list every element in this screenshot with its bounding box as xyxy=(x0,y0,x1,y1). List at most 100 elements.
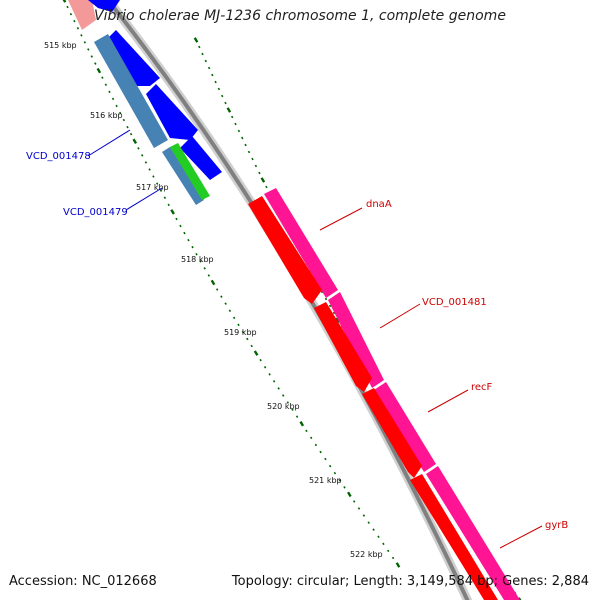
tick-mark xyxy=(163,196,167,200)
tick-mark xyxy=(129,132,133,136)
tick-mark xyxy=(357,507,361,510)
reverse-gene-0 xyxy=(94,34,168,148)
tick-mark xyxy=(220,295,223,298)
tick-mark xyxy=(195,252,198,256)
tick-mark xyxy=(167,203,170,207)
tick-mark xyxy=(299,420,305,427)
genome-title: Vibrio cholerae MJ-1236 chromosome 1, co… xyxy=(94,8,506,24)
forward-gene-3 xyxy=(426,466,520,600)
tick-mark xyxy=(66,5,69,9)
tick-mark xyxy=(258,171,261,175)
tick-mark xyxy=(122,118,125,122)
tick-mark xyxy=(115,104,118,108)
tick-mark xyxy=(111,97,115,101)
gene-label-vcd-001481: VCD_001481 xyxy=(422,297,487,308)
tick-mark xyxy=(148,168,151,171)
tick-mark xyxy=(244,143,247,147)
forward-cds-0 xyxy=(248,196,322,304)
tick-label: 518 kbp xyxy=(181,255,214,264)
forward-cds-2 xyxy=(362,388,422,478)
tick-mark xyxy=(353,500,356,503)
tick-mark xyxy=(69,12,73,16)
tick-mark xyxy=(226,107,232,113)
tick-mark xyxy=(83,41,87,44)
tick-mark xyxy=(126,125,129,129)
tick-mark xyxy=(254,164,258,168)
tick-mark xyxy=(310,436,313,440)
tick-mark xyxy=(199,260,202,263)
tick-label: 521 kbp xyxy=(309,476,342,485)
tick-mark xyxy=(263,365,267,369)
tick-mark xyxy=(332,311,336,315)
tick-mark xyxy=(377,535,380,539)
tick-mark xyxy=(221,94,224,98)
tick-mark xyxy=(387,549,390,553)
tick-mark xyxy=(175,217,178,221)
tick-mark xyxy=(210,279,216,286)
tick-mark xyxy=(207,274,210,277)
tick-mark xyxy=(295,415,299,418)
tick-mark xyxy=(104,83,108,87)
tick-mark xyxy=(395,562,401,568)
tick-mark xyxy=(338,478,341,482)
forward-cds-3 xyxy=(410,474,498,600)
tick-mark xyxy=(260,177,266,183)
tick-mark xyxy=(362,514,366,517)
tick-mark xyxy=(231,115,234,119)
reverse-cds-1 xyxy=(108,30,160,86)
forward-cds-1 xyxy=(314,302,372,392)
tick-mark xyxy=(119,111,122,115)
tick-mark xyxy=(211,73,214,77)
gene-labels: VCD_001478 VCD_001479 dnaA VCD_001481 re… xyxy=(26,129,568,549)
gene-label-vcd-001479: VCD_001479 xyxy=(63,207,128,218)
tick-mark xyxy=(234,122,237,126)
tick-mark xyxy=(324,457,327,461)
gene-label-vcd-001478: VCD_001478 xyxy=(26,151,91,162)
tick-mark xyxy=(156,182,159,185)
tick-mark xyxy=(247,150,251,154)
tick-mark xyxy=(96,67,102,74)
tick-mark xyxy=(282,394,285,397)
tick-label: 517 kbp xyxy=(136,183,169,192)
tick-mark xyxy=(203,267,206,270)
tick-mark xyxy=(259,358,262,362)
tick-mark xyxy=(272,380,276,383)
tick-mark xyxy=(193,37,199,43)
misc-feature-green xyxy=(170,143,210,200)
tick-mark xyxy=(179,224,182,228)
tick-mark xyxy=(251,157,254,161)
genome-summary-text: Topology: circular; Length: 3,149,584 bp… xyxy=(231,574,589,589)
tick-mark xyxy=(382,542,385,546)
tick-mark xyxy=(187,238,190,242)
tick-mark xyxy=(183,231,186,235)
accession-text: Accession: NC_012668 xyxy=(9,574,157,589)
gene-label-recf: recF xyxy=(471,382,493,393)
tick-mark xyxy=(319,450,322,454)
tick-mark xyxy=(277,387,280,390)
gene-label-gyrb: gyrB xyxy=(545,520,568,531)
tick-mark xyxy=(108,90,111,94)
tick-mark xyxy=(216,288,219,291)
tick-mark xyxy=(372,528,375,531)
tick-mark xyxy=(94,62,97,65)
reverse-gene-1 xyxy=(162,147,204,205)
tick-mark xyxy=(90,55,93,58)
tick-mark xyxy=(286,401,289,404)
tick-mark xyxy=(324,297,328,301)
tick-labels: 515 kbp 516 kbp 517 kbp 518 kbp 519 kbp … xyxy=(44,41,383,559)
tick-mark xyxy=(152,175,155,178)
pale-red-feature xyxy=(68,0,96,30)
tick-mark xyxy=(141,154,144,157)
tick-label: 515 kbp xyxy=(44,41,77,50)
reverse-cds-0 xyxy=(88,0,120,12)
forward-gene-2 xyxy=(374,382,436,472)
tick-mark xyxy=(62,0,67,3)
tick-mark xyxy=(159,189,163,192)
reverse-cds-2 xyxy=(146,84,198,140)
tick-mark xyxy=(87,48,90,51)
tick-mark xyxy=(241,330,245,334)
forward-gene-0 xyxy=(264,188,338,298)
tick-mark xyxy=(291,408,294,411)
tick-mark xyxy=(228,309,232,313)
tick-mark xyxy=(305,429,308,433)
